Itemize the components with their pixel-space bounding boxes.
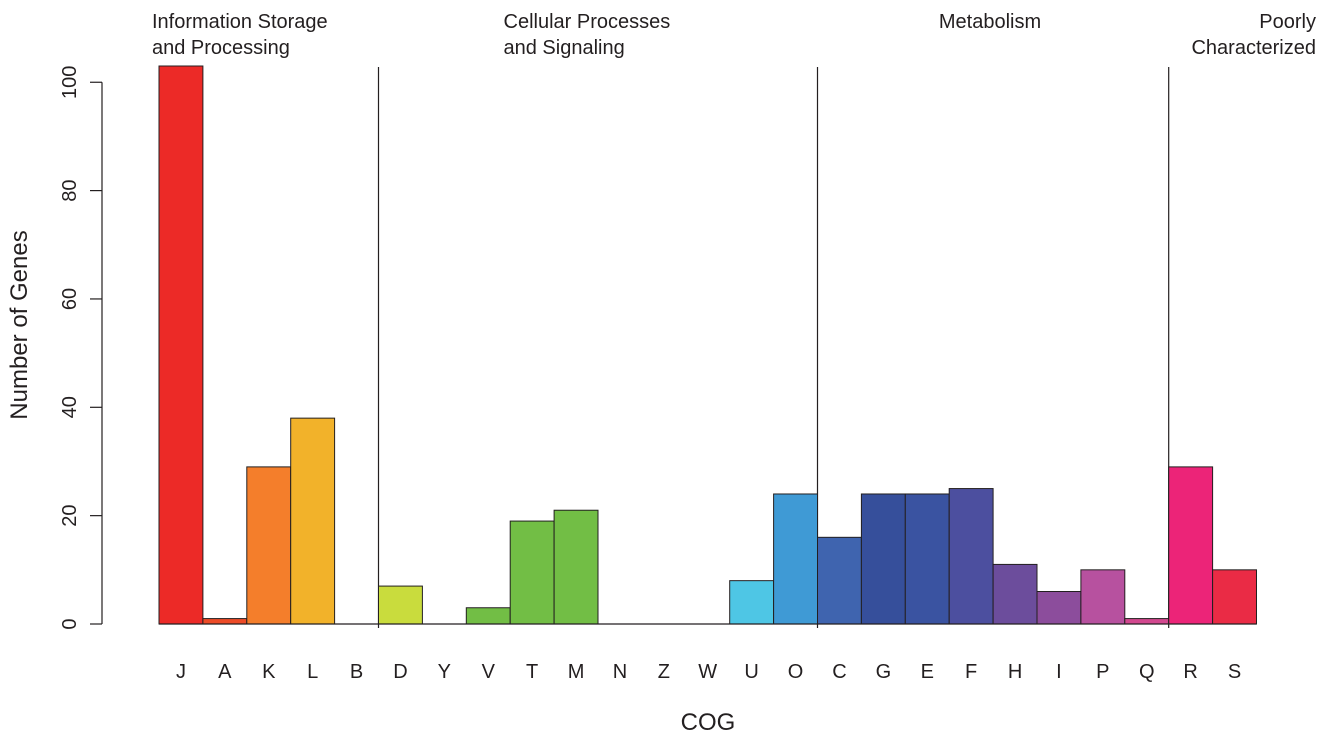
bar-S — [1212, 569, 1257, 625]
x-tick-label-M: M — [568, 661, 585, 683]
bar-L — [290, 417, 336, 625]
x-tick-label-N: N — [613, 661, 627, 683]
bar-M — [553, 509, 599, 625]
bar-G — [860, 493, 906, 625]
bar-O — [773, 493, 818, 625]
x-tick-label-Z: Z — [658, 661, 670, 683]
x-tick-label-O: O — [788, 661, 804, 683]
bar-E — [904, 493, 950, 625]
x-tick-label-L: L — [307, 661, 318, 683]
bar-A — [202, 618, 248, 625]
group-label: Poorly — [1259, 11, 1316, 33]
x-tick-label-Y: Y — [438, 661, 451, 683]
bar-U — [729, 580, 775, 625]
bar-C — [817, 536, 862, 625]
group-label: Characterized — [1191, 37, 1316, 59]
x-tick-label-R: R — [1183, 661, 1197, 683]
group-label: Information Storage — [152, 11, 328, 33]
group-label: and Signaling — [504, 37, 625, 59]
x-tick-label-I: I — [1056, 661, 1062, 683]
bar-Q — [1124, 618, 1170, 625]
group-label: Metabolism — [939, 11, 1041, 33]
x-tick-label-K: K — [262, 661, 276, 683]
group-labels: Information Storage and Processing Cellul… — [152, 11, 1316, 59]
group-label: Cellular Processes — [504, 11, 671, 33]
x-axis-title: COG — [681, 709, 736, 736]
y-tick-label: 100 — [59, 66, 81, 99]
x-tick-label-S: S — [1228, 661, 1241, 683]
x-tick-label-B: B — [350, 661, 363, 683]
x-tick-label-G: G — [876, 661, 892, 683]
x-tick-label-U: U — [744, 661, 758, 683]
x-tick-label-V: V — [482, 661, 496, 683]
x-tick-label-D: D — [393, 661, 407, 683]
x-tick-label-A: A — [218, 661, 232, 683]
x-tick-label-H: H — [1008, 661, 1022, 683]
bar-V — [465, 607, 511, 625]
x-tick-label-T: T — [526, 661, 538, 683]
x-tick-label-Q: Q — [1139, 661, 1155, 683]
bar-F — [948, 488, 994, 625]
x-tick-label-W: W — [698, 661, 717, 683]
bar-I — [1036, 591, 1082, 625]
bar-K — [246, 466, 292, 625]
y-tick-label: 0 — [59, 618, 81, 629]
x-tick-label-C: C — [832, 661, 846, 683]
bar-D — [378, 585, 423, 625]
x-tick-label-P: P — [1096, 661, 1109, 683]
bars — [158, 65, 1257, 625]
bar-P — [1080, 569, 1126, 625]
bar-R — [1168, 466, 1214, 625]
y-axis: 0 20 40 60 80 100 — [59, 66, 103, 630]
y-tick-label: 20 — [59, 505, 81, 527]
x-tick-label-J: J — [176, 661, 186, 683]
x-tick-label-E: E — [921, 661, 934, 683]
y-tick-label: 60 — [59, 288, 81, 310]
bar-H — [992, 563, 1038, 625]
group-label: and Processing — [152, 37, 290, 59]
y-axis-title: Number of Genes — [6, 230, 33, 419]
y-tick-label: 40 — [59, 396, 81, 418]
x-tick-label-F: F — [965, 661, 977, 683]
bar-T — [509, 520, 555, 625]
bar-J — [158, 65, 204, 625]
y-tick-label: 80 — [59, 179, 81, 201]
